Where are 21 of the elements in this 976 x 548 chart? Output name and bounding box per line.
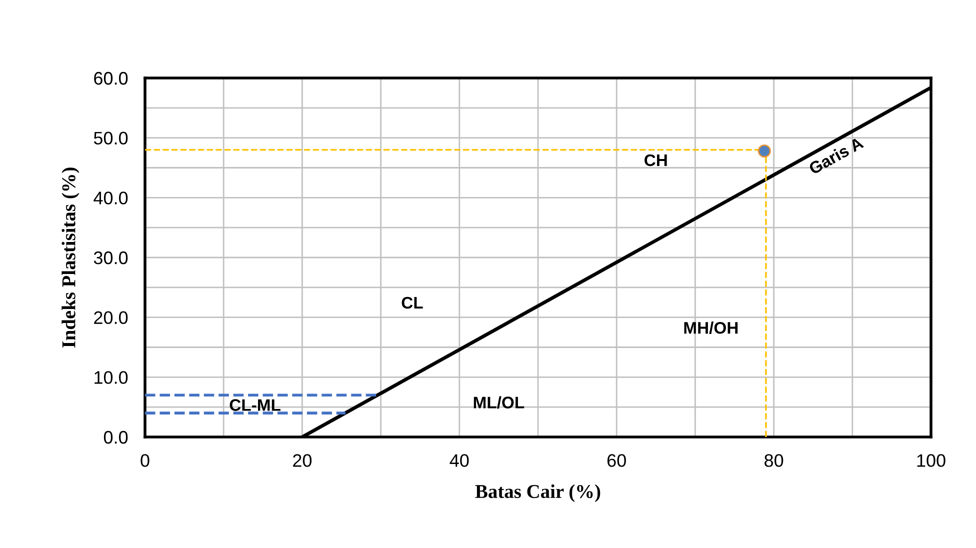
y-tick-label: 40.0: [94, 192, 128, 204]
y-tick-label: 50.0: [94, 132, 128, 145]
annotation: CH: [644, 154, 667, 166]
y-tick-label: 10.0: [94, 371, 128, 384]
x-tick-label: 40: [450, 454, 469, 467]
x-axis-title: Batas Cair (%): [475, 484, 600, 502]
annotation: MH/OH: [684, 322, 738, 334]
y-axis-title: Indeks Plastisitas (%): [62, 168, 80, 348]
x-tick-label: 80: [764, 454, 784, 467]
annotation: Garis A: [808, 136, 864, 175]
y-tick-label: 30.0: [94, 251, 128, 264]
y-tick-label: 20.0: [94, 311, 128, 324]
x-tick-label: 60: [607, 454, 626, 467]
annotation: CL-ML: [230, 399, 280, 411]
annotation: CL: [402, 296, 423, 309]
x-tick-label: 20: [293, 454, 312, 467]
x-tick-label: 0: [140, 454, 150, 467]
annotation: ML/OL: [474, 396, 524, 409]
y-tick-label: 60.0: [94, 72, 128, 85]
y-tick-label: 0.0: [104, 430, 128, 444]
x-tick-label: 100: [917, 454, 946, 467]
